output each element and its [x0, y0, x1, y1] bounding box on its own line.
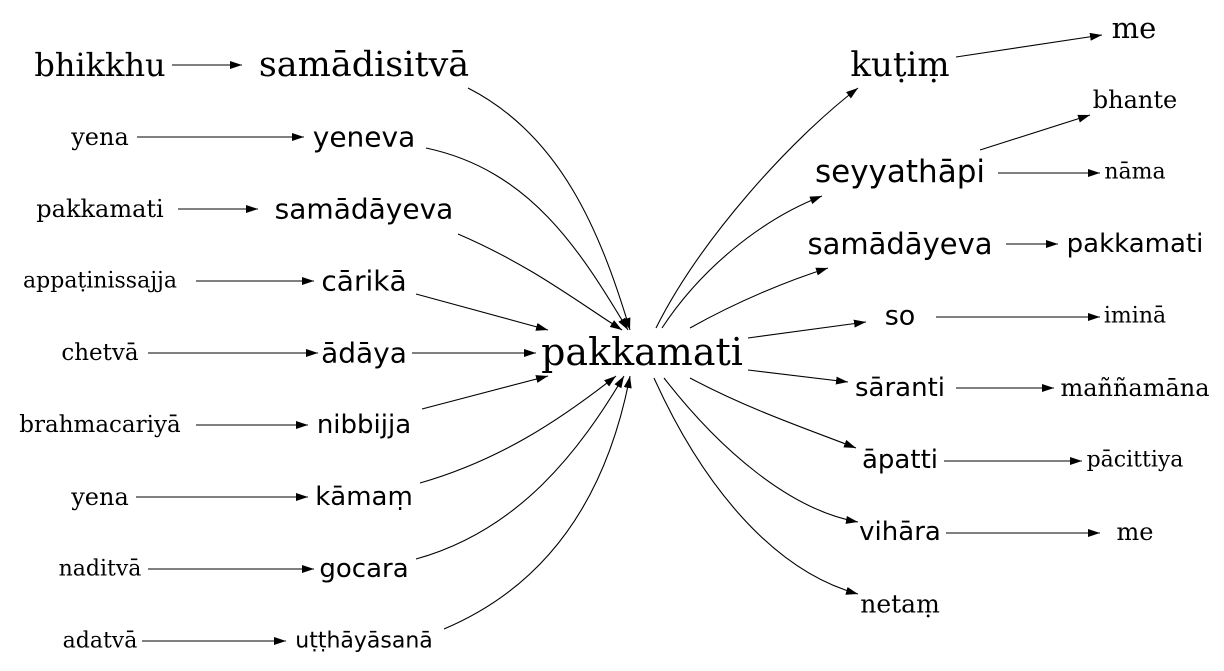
edge-kamam-to-pakkamati_c — [419, 375, 617, 484]
edge-pakkamati_c-to-so — [747, 319, 867, 339]
node-samadayeva_r: samādāyeva — [807, 227, 992, 261]
edges-layer — [136, 32, 1103, 645]
node-samadayeva_l: samādāyeva — [275, 193, 454, 226]
node-kamam: kāmaṃ — [315, 482, 413, 512]
node-pakkamati_l: pakkamati — [36, 195, 164, 223]
node-yeneva: yeneva — [313, 121, 416, 154]
node-pakkamati_c: pakkamati — [541, 330, 743, 374]
node-netam: netaṃ — [860, 590, 940, 619]
edge-pakkamati_c-to-apatti — [689, 377, 857, 449]
node-nibbijja: nibbijja — [317, 410, 411, 440]
node-me2: me — [1117, 518, 1154, 546]
node-yena1: yena — [70, 123, 129, 151]
node-adatva: adatvā — [63, 629, 138, 654]
node-utthayasana: uṭṭhāyāsanā — [295, 629, 433, 654]
edge-pakkamati_c-to-seyyathapi — [661, 195, 823, 329]
node-imina: iminā — [1104, 304, 1166, 329]
edge-seyyathapi-to-bhante — [979, 114, 1091, 151]
node-brahmacariya: brahmacariyā — [19, 412, 181, 438]
node-carika: cārikā — [321, 265, 406, 298]
node-appatinissajja: appaṭinissajja — [23, 269, 177, 294]
node-kutim: kuṭiṃ — [850, 45, 949, 85]
edge-pakkamati_c-to-kutim — [655, 87, 859, 329]
node-pakkamati_r: pakkamati — [1067, 229, 1204, 259]
node-saranti: sāranti — [855, 373, 945, 403]
node-pacittiya: pācittiya — [1087, 448, 1184, 473]
node-chetva: chetvā — [61, 340, 139, 366]
node-gocara: gocara — [319, 554, 408, 584]
node-bhikkhu: bhikkhu — [34, 46, 165, 84]
edge-pakkamati_c-to-netam — [653, 377, 859, 595]
node-adaya: ādāya — [321, 337, 407, 370]
edge-pakkamati_c-to-samadayeva_r — [689, 267, 829, 329]
node-vihara: vihāra — [859, 517, 941, 547]
edge-utthayasana-to-pakkamati_c — [443, 375, 632, 630]
nodes-layer: pakkamati bhikkhu samādisitvā yena yeneva pak… — [19, 11, 1209, 654]
edge-pakkamati_c-to-saranti — [747, 369, 849, 385]
edge-gocara-to-pakkamati_c — [415, 375, 625, 560]
edge-carika-to-pakkamati_c — [415, 293, 549, 331]
edge-nibbijja-to-pakkamati_c — [421, 375, 549, 410]
node-mannamana: maññamāna — [1060, 374, 1209, 402]
node-me1: me — [1112, 11, 1157, 45]
node-bhante: bhante — [1093, 86, 1177, 114]
edge-samadisitva-to-pakkamati_c — [467, 87, 631, 331]
node-samadisitva: samādisitvā — [259, 45, 469, 85]
node-nama: nāma — [1104, 160, 1165, 185]
edge-yeneva-to-pakkamati_c — [425, 147, 629, 331]
node-so: so — [885, 301, 916, 332]
edge-kutim-to-me1 — [955, 32, 1103, 58]
node-apatti: āpatti — [862, 445, 938, 475]
node-yena2: yena — [70, 483, 129, 511]
edge-pakkamati_c-to-vihara — [663, 377, 859, 524]
node-seyyathapi: seyyathāpi — [815, 154, 985, 190]
edge-samadayeva_l-to-pakkamati_c — [457, 233, 623, 331]
node-naditva: naditvā — [59, 557, 142, 582]
